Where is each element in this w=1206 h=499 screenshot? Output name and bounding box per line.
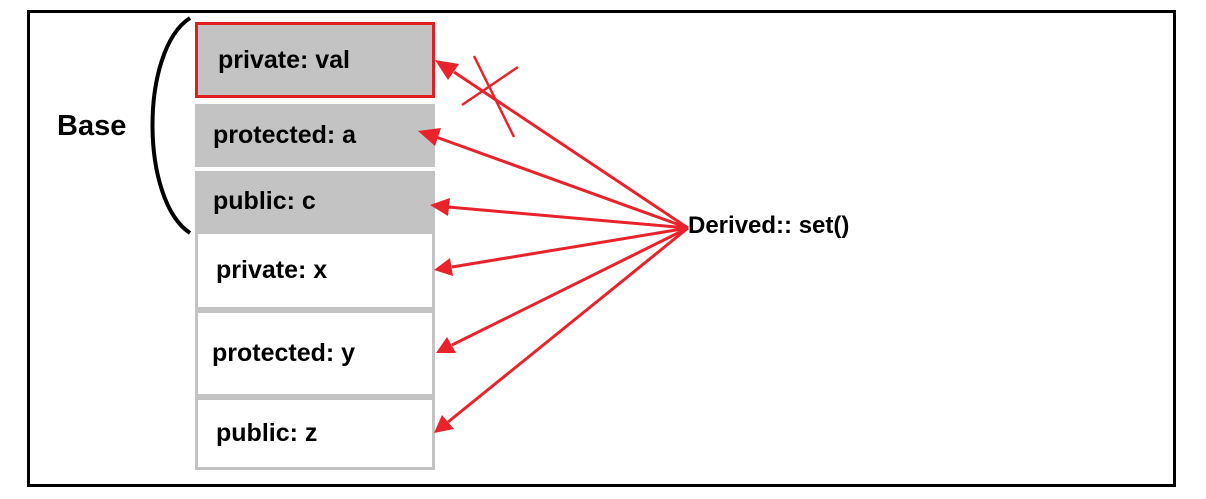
arrow-to-y bbox=[436, 226, 689, 353]
member-label: protected: a bbox=[213, 121, 357, 149]
blocked-access-cross bbox=[461, 55, 519, 138]
base-brace bbox=[150, 16, 192, 235]
arrow-to-z bbox=[434, 226, 689, 433]
member-public-c: public: c bbox=[195, 171, 435, 231]
member-protected-y: protected: y bbox=[195, 310, 435, 397]
member-label: private: x bbox=[216, 256, 328, 284]
arrow-to-a bbox=[418, 128, 689, 230]
arrow-to-c bbox=[430, 198, 689, 230]
member-label: public: c bbox=[213, 186, 316, 215]
member-private-x: private: x bbox=[195, 231, 435, 310]
member-protected-a: protected: a bbox=[195, 104, 435, 167]
derived-set-function: Derived:: set() bbox=[688, 212, 850, 239]
member-public-z: public: z bbox=[195, 397, 435, 470]
arrow-to-x bbox=[434, 226, 689, 276]
member-label: private: val bbox=[218, 45, 351, 74]
arrow-to-val bbox=[435, 60, 689, 230]
member-private-val: private: val bbox=[195, 22, 435, 98]
member-label: public: z bbox=[216, 419, 318, 447]
member-label: protected: y bbox=[212, 339, 356, 367]
base-label: Base bbox=[57, 110, 127, 142]
